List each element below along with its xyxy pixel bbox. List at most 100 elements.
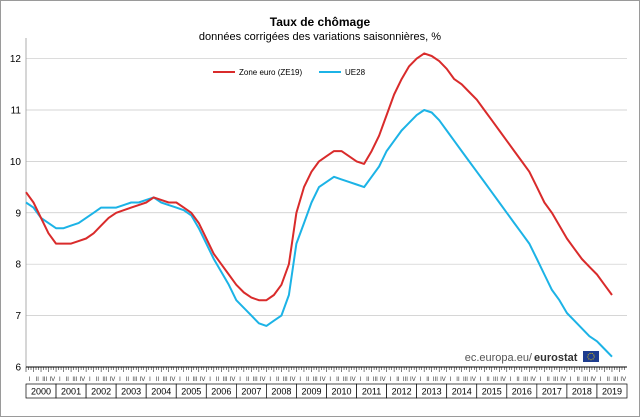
source-url: ec.europa.eu/ — [465, 352, 533, 364]
quarter-label: I — [420, 377, 422, 383]
quarter-label: II — [576, 377, 580, 383]
x-tick-label: 2003 — [121, 387, 141, 397]
quarter-label: I — [269, 377, 271, 383]
quarter-label: IV — [80, 377, 86, 383]
quarter-label: III — [102, 377, 107, 383]
quarter-label: I — [450, 377, 452, 383]
year-box — [596, 383, 628, 399]
quarter-label: III — [493, 377, 498, 383]
quarter-label: I — [209, 377, 211, 383]
legend-label: Zone euro (ZE19) — [239, 68, 302, 77]
chart-subtitle: données corrigées des variations saisonn… — [199, 31, 441, 43]
x-tick-label: 2006 — [211, 387, 231, 397]
legend: Zone euro (ZE19) UE28 — [213, 68, 366, 77]
quarter-label: II — [246, 377, 250, 383]
quarter-label: IV — [560, 377, 566, 383]
quarter-label: III — [193, 377, 198, 383]
quarter-label: III — [162, 377, 167, 383]
quarter-label: II — [456, 377, 460, 383]
quarter-label: IV — [49, 377, 55, 383]
quarter-label: I — [329, 377, 331, 383]
quarter-label: IV — [260, 377, 266, 383]
quarter-label: IV — [500, 377, 506, 383]
quarter-label: I — [390, 377, 392, 383]
x-tick-label: 2013 — [422, 387, 442, 397]
quarter-label: II — [36, 377, 40, 383]
quarter-label: II — [486, 377, 490, 383]
quarter-label: II — [396, 377, 400, 383]
x-tick-label: 2008 — [271, 387, 291, 397]
quarter-label: II — [126, 377, 130, 383]
x-tick-label: 2000 — [31, 387, 51, 397]
y-tick-label: 6 — [15, 363, 21, 374]
quarter-label: III — [373, 377, 378, 383]
quarter-label: IV — [350, 377, 356, 383]
quarter-label: II — [96, 377, 100, 383]
x-tick-label: 2014 — [452, 387, 472, 397]
quarter-label: III — [463, 377, 468, 383]
series-line-zone-euro-ze19 — [25, 52, 613, 302]
quarter-label: II — [336, 377, 340, 383]
x-tick-label: 2009 — [301, 387, 321, 397]
quarter-label: IV — [380, 377, 386, 383]
quarter-label: IV — [440, 377, 446, 383]
quarter-label: I — [359, 377, 361, 383]
x-tick-label: 2019 — [602, 387, 622, 397]
y-tick-label: 11 — [11, 105, 22, 116]
quarter-label: II — [156, 377, 160, 383]
x-tick-label: 2016 — [512, 387, 532, 397]
series-lines — [25, 52, 613, 358]
quarter-label: IV — [530, 377, 536, 383]
quarter-label: III — [523, 377, 528, 383]
quarter-label: III — [283, 377, 288, 383]
quarter-label: IV — [200, 377, 206, 383]
x-tick-label: 2015 — [482, 387, 502, 397]
y-axis: 6 7 8 9 10 11 12 — [10, 38, 27, 374]
quarter-label: IV — [470, 377, 476, 383]
x-tick-label: 2017 — [542, 387, 562, 397]
quarter-label: I — [239, 377, 241, 383]
y-tick-label: 9 — [15, 208, 21, 219]
quarter-label: IV — [110, 377, 116, 383]
source-credit: ec.europa.eu/ eurostat — [465, 351, 599, 364]
quarter-label: III — [613, 377, 618, 383]
quarter-label: I — [510, 377, 512, 383]
quarter-label: I — [480, 377, 482, 383]
quarter-label: IV — [320, 377, 326, 383]
quarter-label: II — [276, 377, 280, 383]
quarter-label: I — [89, 377, 91, 383]
y-tick-label: 12 — [10, 54, 22, 65]
x-tick-label: 2018 — [572, 387, 592, 397]
quarter-label: II — [516, 377, 520, 383]
quarter-label: II — [216, 377, 220, 383]
quarter-label: II — [546, 377, 550, 383]
quarter-label: IV — [140, 377, 146, 383]
x-tick-label: 2005 — [181, 387, 201, 397]
x-tick-label: 2004 — [151, 387, 171, 397]
quarter-label: III — [553, 377, 558, 383]
quarter-label: I — [119, 377, 121, 383]
y-tick-label: 7 — [15, 311, 21, 322]
quarter-label: III — [132, 377, 137, 383]
quarter-label: IV — [410, 377, 416, 383]
source-brand: eurostat — [534, 352, 578, 364]
chart-title: Taux de chômage — [270, 15, 371, 29]
quarter-label: I — [600, 377, 602, 383]
quarter-label: III — [583, 377, 588, 383]
x-tick-label: 2011 — [362, 387, 381, 397]
y-tick-label: 10 — [10, 157, 22, 168]
quarter-label: IV — [170, 377, 176, 383]
quarter-label: I — [179, 377, 181, 383]
quarter-label: I — [59, 377, 61, 383]
quarter-label: IV — [620, 377, 626, 383]
quarter-label: I — [149, 377, 151, 383]
legend-label: UE28 — [345, 68, 366, 77]
quarter-label: II — [366, 377, 370, 383]
series-line-ue28 — [25, 109, 613, 358]
quarter-label: IV — [590, 377, 596, 383]
quarter-label: IV — [230, 377, 236, 383]
quarter-label: III — [313, 377, 318, 383]
quarter-label: II — [306, 377, 310, 383]
quarter-label: III — [433, 377, 438, 383]
